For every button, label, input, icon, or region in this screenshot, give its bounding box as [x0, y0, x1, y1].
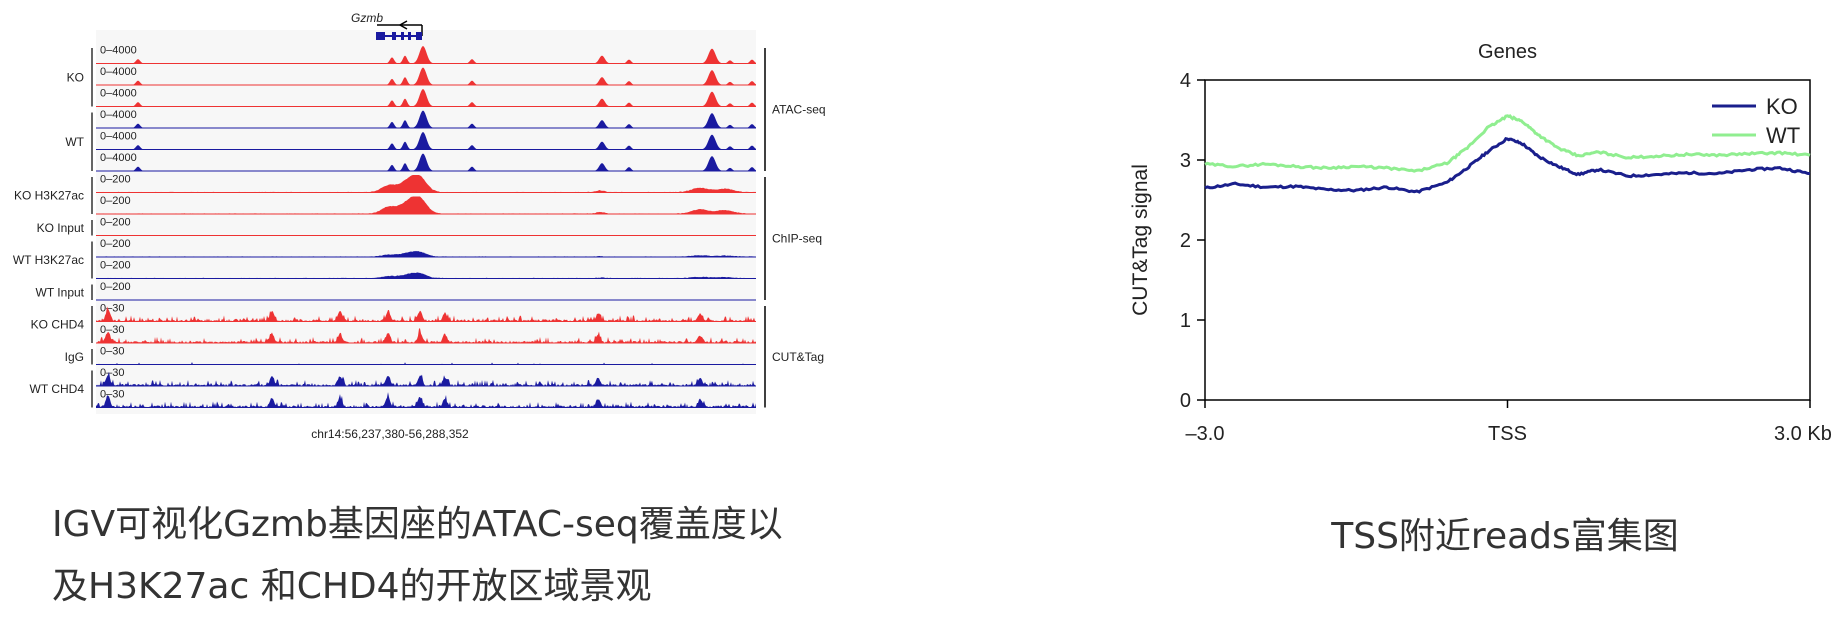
group-label: KO CHD4 — [31, 318, 85, 332]
track-range-label: 0–200 — [100, 195, 131, 207]
y-tick-label: 3 — [1180, 150, 1191, 172]
y-axis-label: CUT&Tag signal — [1129, 164, 1152, 316]
tss-arrow-head — [398, 20, 408, 30]
group-label: WT Input — [36, 285, 85, 299]
track-signal — [96, 234, 756, 236]
track-signal — [96, 67, 756, 85]
left-caption-line-1: IGV可视化Gzmb基因座的ATAC-seq覆盖度以 — [52, 504, 783, 545]
igv-track: 0–30 — [96, 324, 756, 344]
y-tick-label: 0 — [1180, 390, 1191, 412]
track-signal — [96, 46, 756, 64]
igv-track: 0–30 — [96, 303, 756, 322]
gene-exon — [408, 32, 411, 40]
track-range-label: 0–200 — [100, 260, 131, 272]
igv-track: 0–200 — [96, 174, 756, 193]
track-range-label: 0–4000 — [100, 152, 137, 164]
track-range-label: 0–4000 — [100, 109, 137, 121]
track-range-label: 0–200 — [100, 238, 131, 250]
track-signal — [96, 153, 756, 171]
gene-name-label: Gzmb — [351, 11, 383, 25]
group-label: WT — [65, 135, 84, 149]
chart-title: Genes — [1478, 41, 1537, 63]
igv-track: 0–4000 — [96, 45, 756, 64]
y-tick-label: 1 — [1180, 310, 1191, 332]
group-label: KO — [67, 70, 84, 84]
gene-exon — [392, 32, 396, 40]
plot-frame — [1204, 79, 1811, 401]
assay-label: ATAC-seq — [772, 103, 826, 117]
track-range-label: 0–30 — [100, 367, 124, 379]
igv-track: 0–200 — [96, 217, 756, 236]
gene-exon — [376, 32, 385, 40]
group-label: WT H3K27ac — [13, 253, 84, 267]
igv-track: 0–30 — [96, 346, 756, 365]
igv-track: 0–4000 — [96, 66, 756, 86]
igv-track-view: Gzmb 0–4000 0–4000 0–4000 0–4000 0–4000 0–4000… — [13, 11, 826, 441]
igv-track: 0–30 — [96, 389, 756, 408]
track-signal — [96, 272, 756, 279]
gene-exon — [401, 32, 404, 40]
track-range-label: 0–4000 — [100, 88, 137, 100]
group-label: IgG — [65, 350, 84, 364]
track-signal — [96, 362, 756, 365]
track-range-label: 0–200 — [100, 281, 131, 293]
assay-label: ChIP-seq — [772, 232, 822, 246]
igv-track: 0–4000 — [96, 131, 756, 150]
tss-profile-chart: Genes 0 1 2 3 4 –3.0 TSS 3.0 Kb CUT&Tag signal KO W… — [1129, 41, 1832, 445]
group-label: KO Input — [37, 221, 85, 235]
track-signal — [96, 110, 756, 128]
tss-profile-panel: Genes 0 1 2 3 4 –3.0 TSS 3.0 Kb CUT&Tag signal KO W… — [1090, 0, 1846, 594]
track-range-label: 0–30 — [100, 346, 124, 358]
group-label: WT CHD4 — [30, 382, 85, 396]
group-label: KO H3K27ac — [14, 189, 84, 203]
track-range-label: 0–4000 — [100, 45, 137, 57]
track-signal — [96, 132, 756, 150]
track-signal — [96, 306, 756, 322]
igv-track: 0–200 — [96, 238, 756, 258]
legend-label-ko: KO — [1766, 94, 1798, 119]
igv-browser-panel: Gzmb 0–4000 0–4000 0–4000 0–4000 0–4000 0–4000… — [0, 0, 860, 594]
track-range-label: 0–30 — [100, 389, 124, 401]
series-line-ko — [1204, 136, 1811, 194]
track-range-label: 0–30 — [100, 324, 124, 336]
series-line-wt — [1204, 114, 1811, 173]
x-tick-label: 3.0 Kb — [1774, 423, 1832, 445]
gene-exon — [416, 32, 422, 40]
track-range-label: 0–200 — [100, 217, 131, 229]
right-caption: TSS附近reads富集图 — [1331, 516, 1679, 557]
track-signal — [96, 250, 756, 257]
track-range-label: 0–4000 — [100, 131, 137, 143]
x-tick-label: –3.0 — [1186, 423, 1225, 445]
igv-track: 0–4000 — [96, 109, 756, 129]
track-range-label: 0–4000 — [100, 66, 137, 78]
igv-track: 0–200 — [96, 281, 756, 301]
igv-track: 0–30 — [96, 367, 756, 387]
track-signal — [96, 299, 756, 300]
track-signal — [96, 392, 756, 408]
igv-track: 0–4000 — [96, 88, 756, 107]
track-area-background — [96, 30, 756, 414]
left-caption: IGV可视化Gzmb基因座的ATAC-seq覆盖度以 及H3K27ac 和CHD… — [52, 494, 812, 618]
track-range-label: 0–200 — [100, 174, 131, 186]
y-tick-label: 4 — [1180, 70, 1191, 92]
track-signal — [96, 89, 756, 107]
left-caption-line-2: 及H3K27ac 和CHD4的开放区域景观 — [52, 566, 652, 607]
legend-label-wt: WT — [1766, 123, 1800, 148]
igv-track: 0–4000 — [96, 152, 756, 172]
igv-track: 0–200 — [96, 260, 756, 279]
igv-track: 0–200 — [96, 195, 756, 215]
track-signal — [96, 175, 756, 193]
locus-label: chr14:56,237,380-56,288,352 — [311, 427, 469, 441]
track-range-label: 0–30 — [100, 303, 124, 315]
y-tick-label: 2 — [1180, 230, 1191, 252]
track-signal — [96, 196, 756, 214]
x-tick-label: TSS — [1488, 423, 1527, 445]
track-signal — [96, 328, 756, 343]
assay-label: CUT&Tag — [772, 350, 824, 364]
